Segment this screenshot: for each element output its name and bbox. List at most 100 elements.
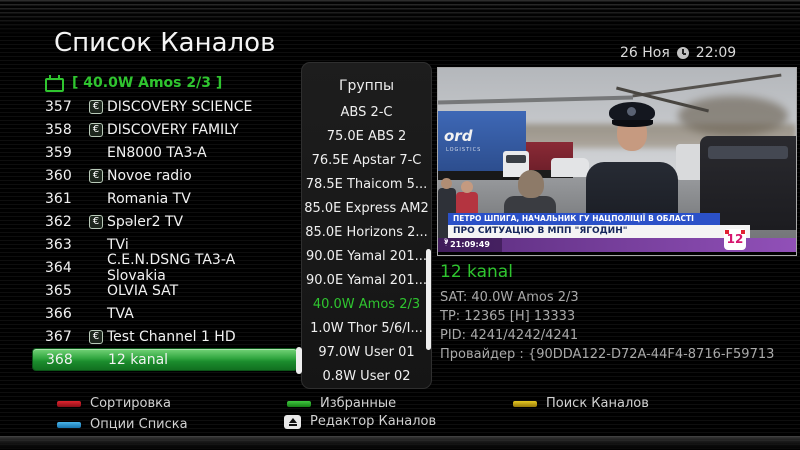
- group-item[interactable]: 97.0W User 01: [302, 341, 431, 365]
- bottom-bevel: [0, 436, 800, 450]
- group-item[interactable]: 76.5E Apstar 7-C: [302, 149, 431, 173]
- ticker-line1: За інформацією російського омбудсмена, т…: [444, 238, 448, 245]
- channel-group-header[interactable]: [ 40.0W Amos 2/3 ]: [32, 71, 298, 95]
- channel-list: [ 40.0W Amos 2/3 ] 357 € DISCOVERY SCIEN…: [32, 71, 298, 371]
- scrambled-icon: €: [89, 99, 103, 114]
- channel-row[interactable]: 363 € TVi: [32, 233, 298, 256]
- channel-number: 363: [45, 236, 72, 253]
- group-item-label: 75.0E ABS 2: [326, 129, 407, 144]
- group-item[interactable]: 78.5E Thaicom 5...: [302, 173, 431, 197]
- group-item-label: 97.0W User 01: [318, 345, 415, 360]
- group-item[interactable]: 85.0E Horizons 2...: [302, 221, 431, 245]
- channel-name: DISCOVERY SCIENCE: [107, 98, 253, 115]
- eject-icon: [284, 414, 301, 429]
- group-item[interactable]: ABS 2-C: [302, 101, 431, 125]
- channel-row[interactable]: 357 € DISCOVERY SCIENCE: [32, 95, 298, 118]
- group-item[interactable]: 0.8W User 02: [302, 365, 431, 389]
- channel-logo-12: 12: [724, 229, 746, 250]
- green-key-icon: [287, 400, 311, 407]
- blue-key-icon: [57, 421, 81, 428]
- truck-wheels: [438, 171, 526, 180]
- group-item[interactable]: 85.0E Express AM2: [302, 197, 431, 221]
- group-item-label: 0.8W User 02: [322, 369, 411, 384]
- page-title: Список Каналов: [54, 28, 276, 58]
- channel-number: 360: [45, 167, 72, 184]
- white-van: [551, 158, 589, 177]
- legend-sort[interactable]: Сортировка: [57, 396, 171, 411]
- channel-name: TVA: [107, 305, 134, 322]
- channel-name: Spəler2 TV: [107, 213, 184, 230]
- police-cap: [609, 102, 655, 123]
- channel-info-panel: 12 kanal SAT: 40.0W Amos 2/3 TP: 12365 […: [440, 262, 774, 364]
- groups-scrollbar-thumb[interactable]: [426, 249, 431, 350]
- channel-group-header-label: [ 40.0W Amos 2/3 ]: [72, 75, 223, 91]
- legend-channel-search-label: Поиск Каналов: [546, 396, 649, 411]
- group-item-label: 78.5E Thaicom 5...: [305, 177, 428, 192]
- channel-number: 362: [45, 213, 72, 230]
- channel-row[interactable]: 366 € TVA: [32, 302, 298, 325]
- channel-list-scrollbar-thumb[interactable]: [296, 347, 302, 374]
- news-ticker: 21:09:49 УКРАЇНА: За інформацією російсь…: [438, 238, 796, 252]
- channel-name: TVi: [107, 236, 129, 253]
- ticker-time: 21:09:49: [438, 238, 502, 252]
- lower-third-line1: ПЕТРО ШПИГА, НАЧАЛЬНИК ГУ НАЦПОЛІЦІЇ В О…: [448, 213, 720, 225]
- channel-name: Novoe radio: [107, 167, 192, 184]
- channel-name: C.E.N.DSNG TA3-A Slovakia: [107, 251, 236, 284]
- info-channel-name: 12 kanal: [440, 262, 513, 282]
- legend-favorites[interactable]: Избранные: [287, 396, 396, 411]
- group-item-label: 1.0W Thor 5/6/I...: [310, 321, 423, 336]
- channel-row[interactable]: 367 € Test Channel 1 HD: [32, 325, 298, 348]
- group-item[interactable]: 90.0E Yamal 201...: [302, 245, 431, 269]
- channel-name: DISCOVERY FAMILY: [107, 121, 239, 138]
- channel-number: 358: [45, 121, 72, 138]
- video-preview: ord LOGISTICS ПЕТРО ШПИГА, НАЧАЛЬНИК ГУ …: [437, 67, 797, 256]
- channel-row[interactable]: 358 € DISCOVERY FAMILY: [32, 118, 298, 141]
- legend-channel-search[interactable]: Поиск Каналов: [513, 396, 649, 411]
- channel-name: EN8000 TA3-A: [107, 144, 207, 161]
- group-item-label: 85.0E Horizons 2...: [305, 225, 428, 240]
- clock-icon: [676, 47, 689, 59]
- channel-number: 357: [45, 98, 72, 115]
- channel-row[interactable]: 359 € EN8000 TA3-A: [32, 141, 298, 164]
- group-item[interactable]: 40.0W Amos 2/3: [302, 293, 431, 317]
- date-label: 26 Ноя: [620, 45, 670, 61]
- truck-logo-subtext: LOGISTICS: [446, 147, 482, 153]
- group-item[interactable]: 90.0E Yamal 201...: [302, 269, 431, 293]
- time-label: 22:09: [695, 45, 737, 61]
- group-item-label: ABS 2-C: [340, 105, 393, 120]
- scrambled-icon: €: [89, 329, 103, 344]
- channel-number: 364: [45, 259, 72, 276]
- channel-row[interactable]: 365 € OLVIA SAT: [32, 279, 298, 302]
- channel-row[interactable]: 361 € Romania TV: [32, 187, 298, 210]
- legend-channel-editor[interactable]: Редактор Каналов: [284, 414, 436, 429]
- channel-number: 367: [45, 328, 72, 345]
- legend-channel-editor-label: Редактор Каналов: [310, 414, 437, 429]
- legend-sort-label: Сортировка: [90, 396, 171, 411]
- channel-number: 366: [45, 305, 72, 322]
- info-tp: TP: 12365 [H] 13333: [440, 309, 576, 324]
- group-item[interactable]: 75.0E ABS 2: [302, 125, 431, 149]
- scrambled-icon: €: [89, 122, 103, 137]
- channel-row[interactable]: 368 € 12 kanal: [32, 348, 298, 371]
- info-provider: Провайдер : {90DDA122-D72A-44F4-8716-F59…: [440, 347, 775, 362]
- group-item[interactable]: 1.0W Thor 5/6/I...: [302, 317, 431, 341]
- groups-panel-title: Группы: [338, 78, 395, 94]
- scrambled-icon: €: [89, 214, 103, 229]
- red-key-icon: [57, 400, 81, 407]
- datetime: 26 Ноя 22:09: [620, 45, 736, 61]
- channel-number: 361: [45, 190, 72, 207]
- group-items: ABS 2-C 75.0E ABS 2 76.5E Apstar 7-C 78.…: [302, 101, 431, 389]
- channel-row[interactable]: 364 € C.E.N.DSNG TA3-A Slovakia: [32, 252, 298, 284]
- tv-icon: [45, 74, 64, 92]
- legend-list-options[interactable]: Опции Списка: [57, 417, 188, 432]
- group-item-label: 90.0E Yamal 201...: [306, 249, 427, 264]
- police-cap-peak: [612, 120, 653, 127]
- channel-number: 368: [46, 351, 73, 368]
- trailer-undercarriage: [526, 170, 573, 178]
- channel-row[interactable]: 360 € Novoe radio: [32, 164, 298, 187]
- bystander-near-head: [518, 170, 544, 198]
- channel-row[interactable]: 362 € Spəler2 TV: [32, 210, 298, 233]
- lower-third-line2: ПРО СИТУАЦІЮ В МПП "ЯГОДИН": [448, 225, 750, 238]
- group-item-label: 85.0E Express AM2: [304, 201, 429, 216]
- channel-name: OLVIA SAT: [107, 282, 179, 299]
